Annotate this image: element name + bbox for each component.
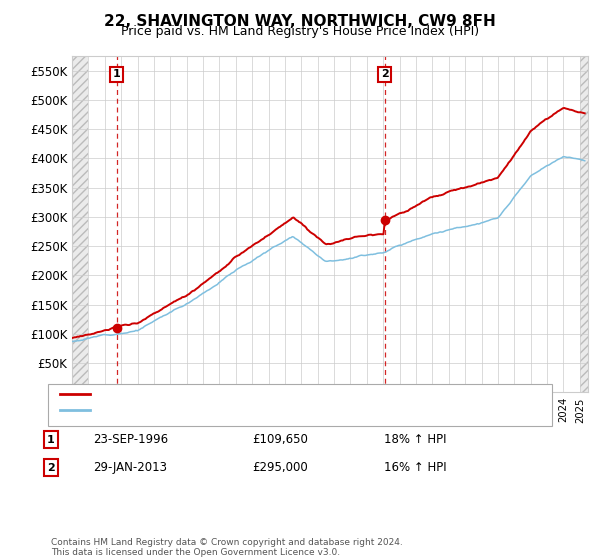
HPI: Average price, detached house, Cheshire West and Chester: (1.99e+03, 8.7e+04): Average price, detached house, Cheshire … xyxy=(68,338,76,345)
Text: 2: 2 xyxy=(47,463,55,473)
HPI: Average price, detached house, Cheshire West and Chester: (2.01e+03, 2.43e+05): Average price, detached house, Cheshire … xyxy=(385,247,392,254)
Text: 16% ↑ HPI: 16% ↑ HPI xyxy=(384,461,446,474)
Text: 1: 1 xyxy=(113,69,121,80)
HPI: Average price, detached house, Cheshire West and Chester: (1.99e+03, 9.27e+04): Average price, detached house, Cheshire … xyxy=(85,335,92,342)
Text: Contains HM Land Registry data © Crown copyright and database right 2024.
This d: Contains HM Land Registry data © Crown c… xyxy=(51,538,403,557)
22, SHAVINGTON WAY, NORTHWICH, CW9 8FH (detached house) xyxy=(85,331,92,338)
Text: 1: 1 xyxy=(47,435,55,445)
HPI: Average price, detached house, Cheshire West and Chester: (2.02e+03, 4e+05): Average price, detached house, Cheshire … xyxy=(557,155,564,162)
Text: £295,000: £295,000 xyxy=(252,461,308,474)
22, SHAVINGTON WAY, NORTHWICH, CW9 8FH (detached house) xyxy=(581,110,589,116)
22, SHAVINGTON WAY, NORTHWICH, CW9 8FH (detached house) xyxy=(68,335,76,342)
Line: 22, SHAVINGTON WAY, NORTHWICH, CW9 8FH (detached house): 22, SHAVINGTON WAY, NORTHWICH, CW9 8FH (… xyxy=(72,108,585,338)
Bar xyxy=(72,56,88,393)
HPI: Average price, detached house, Cheshire West and Chester: (2.02e+03, 4.02e+05): Average price, detached house, Cheshire … xyxy=(563,154,571,161)
22, SHAVINGTON WAY, NORTHWICH, CW9 8FH (detached house) xyxy=(561,105,568,111)
HPI: Average price, detached house, Cheshire West and Chester: (2.02e+03, 4.03e+05): Average price, detached house, Cheshire … xyxy=(561,153,568,160)
Text: 29-JAN-2013: 29-JAN-2013 xyxy=(93,461,167,474)
Text: 18% ↑ HPI: 18% ↑ HPI xyxy=(384,433,446,446)
Text: 22, SHAVINGTON WAY, NORTHWICH, CW9 8FH: 22, SHAVINGTON WAY, NORTHWICH, CW9 8FH xyxy=(104,14,496,29)
Text: 22, SHAVINGTON WAY, NORTHWICH, CW9 8FH (detached house): 22, SHAVINGTON WAY, NORTHWICH, CW9 8FH (… xyxy=(96,389,455,399)
HPI: Average price, detached house, Cheshire West and Chester: (2.01e+03, 2.31e+05): Average price, detached house, Cheshire … xyxy=(351,254,358,260)
22, SHAVINGTON WAY, NORTHWICH, CW9 8FH (detached house) xyxy=(563,105,571,112)
Text: 23-SEP-1996: 23-SEP-1996 xyxy=(93,433,168,446)
Line: HPI: Average price, detached house, Cheshire West and Chester: HPI: Average price, detached house, Ches… xyxy=(72,157,585,342)
Text: £109,650: £109,650 xyxy=(252,433,308,446)
HPI: Average price, detached house, Cheshire West and Chester: (2.03e+03, 3.96e+05): Average price, detached house, Cheshire … xyxy=(581,157,589,164)
22, SHAVINGTON WAY, NORTHWICH, CW9 8FH (detached house) xyxy=(385,216,392,222)
Text: Price paid vs. HM Land Registry's House Price Index (HPI): Price paid vs. HM Land Registry's House … xyxy=(121,25,479,38)
22, SHAVINGTON WAY, NORTHWICH, CW9 8FH (detached house) xyxy=(271,227,278,234)
Text: HPI: Average price, detached house, Cheshire West and Chester: HPI: Average price, detached house, Ches… xyxy=(96,405,454,416)
22, SHAVINGTON WAY, NORTHWICH, CW9 8FH (detached house) xyxy=(351,234,358,240)
Text: 2: 2 xyxy=(380,69,388,80)
Bar xyxy=(580,56,588,393)
22, SHAVINGTON WAY, NORTHWICH, CW9 8FH (detached house) xyxy=(557,106,564,113)
HPI: Average price, detached house, Cheshire West and Chester: (2.01e+03, 2.49e+05): Average price, detached house, Cheshire … xyxy=(271,243,278,250)
